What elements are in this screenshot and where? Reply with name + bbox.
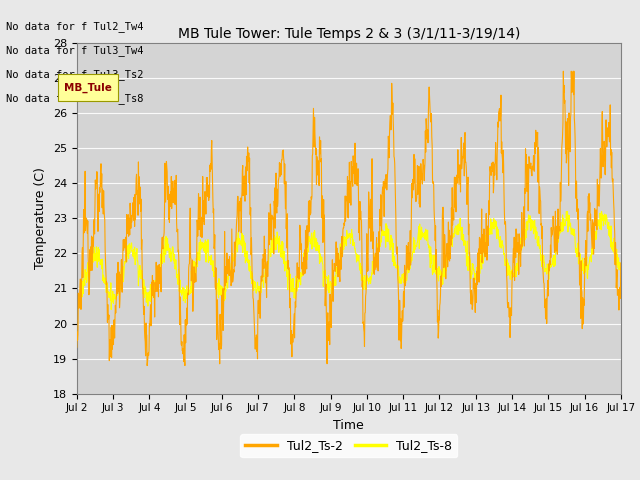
Text: No data for f Tul3_Tw4: No data for f Tul3_Tw4 [6, 45, 144, 56]
X-axis label: Time: Time [333, 419, 364, 432]
Legend: Tul2_Ts-2, Tul2_Ts-8: Tul2_Ts-2, Tul2_Ts-8 [241, 434, 457, 457]
Text: MB_Tule: MB_Tule [64, 83, 112, 93]
Title: MB Tule Tower: Tule Temps 2 & 3 (3/1/11-3/19/14): MB Tule Tower: Tule Temps 2 & 3 (3/1/11-… [178, 27, 520, 41]
Text: No data for f Tul2_Tw4: No data for f Tul2_Tw4 [6, 21, 144, 32]
Y-axis label: Temperature (C): Temperature (C) [35, 168, 47, 269]
Text: No data for f Tul9_Ts8: No data for f Tul9_Ts8 [6, 93, 144, 104]
Text: No data for f Tul3_Ts2: No data for f Tul3_Ts2 [6, 69, 144, 80]
